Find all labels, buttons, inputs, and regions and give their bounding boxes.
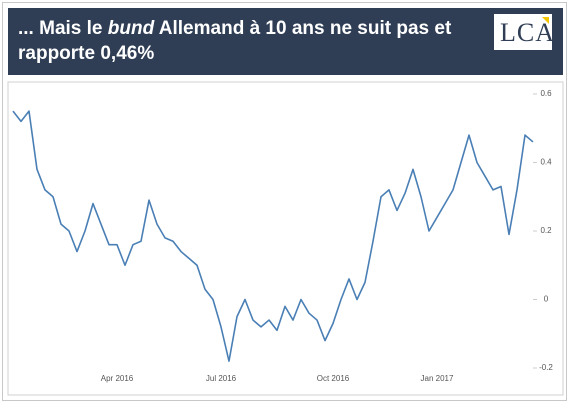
title: ... Mais le bund Allemand à 10 ans ne su… xyxy=(18,16,458,66)
x-tick-label: Apr 2016 xyxy=(101,374,134,383)
y-tick-label: 0.2 xyxy=(540,226,552,235)
title-text: Allemand à 10 ans ne suit pas et rapport… xyxy=(18,18,452,64)
title-emphasis: bund xyxy=(107,18,155,39)
x-tick-label: Jan 2017 xyxy=(421,374,454,383)
line xyxy=(12,110,534,362)
x-tick-label: Jul 2016 xyxy=(206,374,237,383)
title-text: ... Mais le xyxy=(18,18,108,39)
y-tick-label: 0.4 xyxy=(540,158,552,167)
chart-border xyxy=(7,81,564,396)
logo-mark xyxy=(542,17,549,24)
y-tick-label: 0.6 xyxy=(540,89,552,98)
frame xyxy=(2,2,567,401)
y-tick-label: 0 xyxy=(544,295,549,304)
logo: LCA xyxy=(494,14,554,50)
header: ... Mais le bund Allemand à 10 ans ne su… xyxy=(8,8,563,75)
x-tick-label: Oct 2016 xyxy=(317,374,350,383)
y-tick-label: -0.2 xyxy=(539,363,553,372)
